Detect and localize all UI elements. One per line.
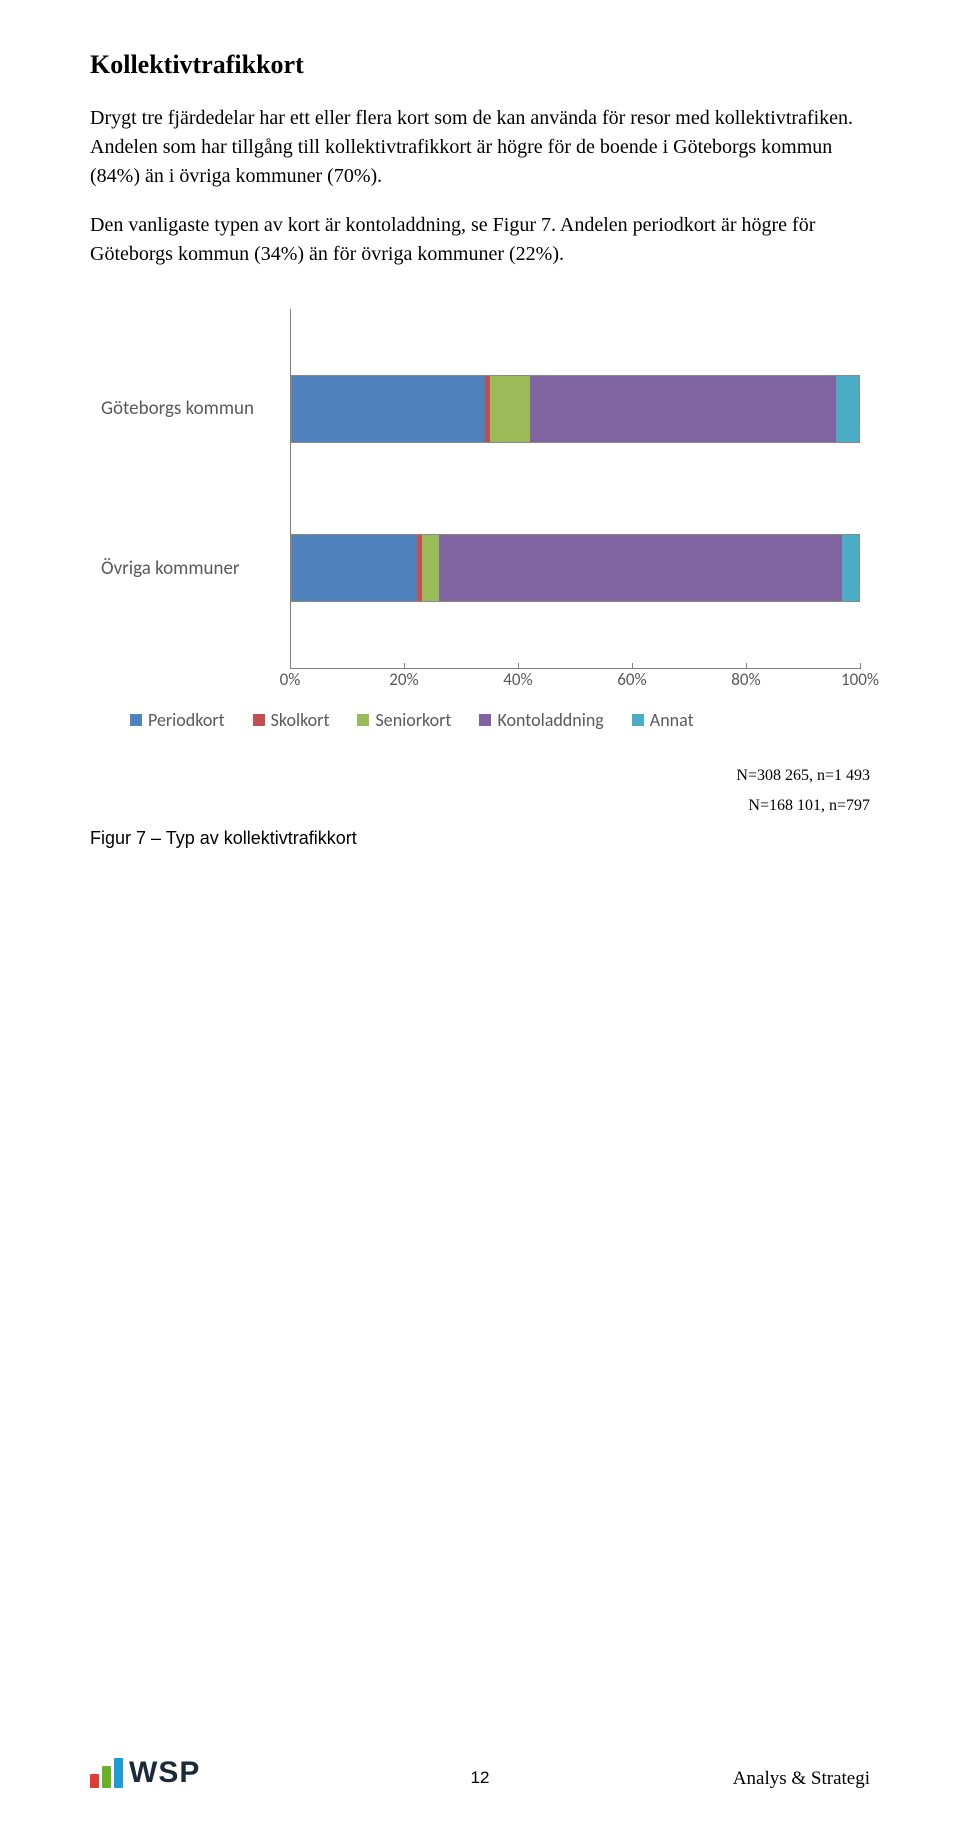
plot-area: Göteborgs kommun Övriga kommuner bbox=[290, 309, 860, 669]
x-tick-label: 40% bbox=[503, 669, 532, 690]
legend-item: Kontoladdning bbox=[479, 709, 603, 731]
legend-swatch-icon bbox=[479, 714, 491, 726]
figure-caption: Figur 7 – Typ av kollektivtrafikkort bbox=[90, 828, 870, 849]
x-tick-label: 20% bbox=[389, 669, 418, 690]
x-tick-label: 60% bbox=[617, 669, 646, 690]
legend-label: Periodkort bbox=[148, 709, 225, 731]
legend-swatch-icon bbox=[357, 714, 369, 726]
sample-size-notes: N=308 265, n=1 493 N=168 101, n=797 bbox=[90, 761, 870, 822]
legend-swatch-icon bbox=[253, 714, 265, 726]
logo-bar-icon bbox=[90, 1774, 99, 1788]
legend-item: Annat bbox=[632, 709, 694, 731]
bar-segment bbox=[292, 376, 485, 442]
bar-row: Göteborgs kommun bbox=[291, 374, 860, 444]
section-heading: Kollektivtrafikkort bbox=[90, 50, 870, 80]
legend-swatch-icon bbox=[632, 714, 644, 726]
legend-item: Seniorkort bbox=[357, 709, 451, 731]
legend-swatch-icon bbox=[130, 714, 142, 726]
page-footer: WSP 12 Analys & Strategi bbox=[90, 1756, 870, 1790]
sample-note-2: N=168 101, n=797 bbox=[90, 791, 870, 821]
logo-bar-icon bbox=[114, 1758, 123, 1788]
sample-note-1: N=308 265, n=1 493 bbox=[90, 761, 870, 791]
x-axis-ticks: 0%20%40%60%80%100% bbox=[290, 669, 860, 695]
bar-track bbox=[291, 375, 860, 443]
logo-bar-icon bbox=[102, 1766, 111, 1788]
bar-segment bbox=[530, 376, 836, 442]
footer-right-text: Analys & Strategi bbox=[733, 1768, 870, 1790]
chart-plot: Göteborgs kommunÖvriga kommuner 0%20%40%… bbox=[290, 309, 860, 695]
bar-segment bbox=[292, 535, 417, 601]
legend-item: Skolkort bbox=[253, 709, 330, 731]
category-label: Övriga kommuner bbox=[101, 557, 281, 580]
page-number: 12 bbox=[471, 1768, 490, 1788]
bar-segment bbox=[836, 376, 859, 442]
chart-container: Göteborgs kommun Övriga kommuner 0% 20% 40%… bbox=[100, 309, 860, 731]
logo-text: WSP bbox=[129, 1756, 200, 1790]
bar-segment bbox=[842, 535, 859, 601]
chart-legend: Periodkort Skolkort Seniorkort Kontoladdnin… bbox=[100, 709, 860, 731]
logo-bars-icon bbox=[90, 1758, 123, 1788]
legend-label: Annat bbox=[650, 709, 694, 731]
legend-label: Seniorkort bbox=[375, 709, 451, 731]
category-label: Göteborgs kommun bbox=[101, 397, 281, 420]
paragraph-2: Den vanligaste typen av kort är kontolad… bbox=[90, 211, 870, 269]
x-tick-label: 100% bbox=[841, 669, 879, 690]
bar-segment bbox=[439, 535, 842, 601]
paragraph-1: Drygt tre fjärdedelar har ett eller fler… bbox=[90, 104, 870, 191]
legend-label: Kontoladdning bbox=[497, 709, 603, 731]
bar-segment bbox=[490, 376, 530, 442]
bar-row: Övriga kommuner bbox=[291, 533, 860, 603]
legend-item: Periodkort bbox=[130, 709, 225, 731]
legend-label: Skolkort bbox=[271, 709, 330, 731]
wsp-logo: WSP bbox=[90, 1756, 200, 1790]
bar-track bbox=[291, 534, 860, 602]
x-tick-label: 80% bbox=[731, 669, 760, 690]
bar-segment bbox=[422, 535, 439, 601]
x-tick-label: 0% bbox=[280, 669, 301, 690]
